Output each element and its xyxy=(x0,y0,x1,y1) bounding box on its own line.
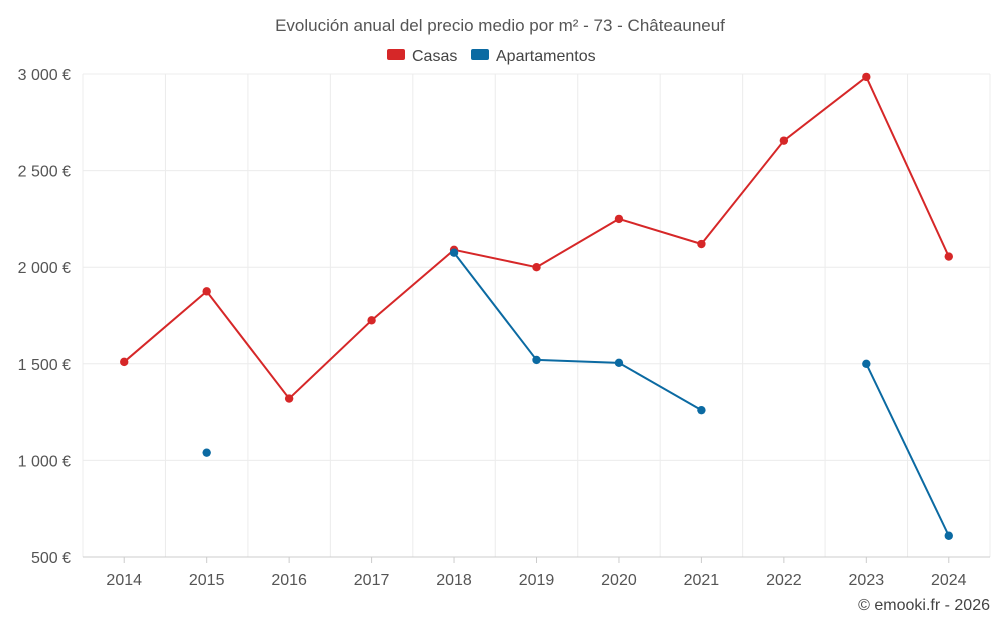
data-point-apartamentos[interactable] xyxy=(202,448,211,457)
data-point-apartamentos[interactable] xyxy=(614,358,624,368)
x-tick-label: 2024 xyxy=(931,572,967,589)
series-casas xyxy=(120,72,953,403)
y-tick-label: 2 500 € xyxy=(18,164,71,181)
data-point-casas[interactable] xyxy=(284,394,294,403)
data-point-casas[interactable] xyxy=(944,252,953,261)
x-tick-label: 2015 xyxy=(189,572,225,589)
x-tick-label: 2014 xyxy=(106,572,142,589)
axes: 500 € 1 000 € 1 500 € 2 000 € 2 500 € 3 000 €… xyxy=(18,67,990,589)
data-point-casas[interactable] xyxy=(862,72,871,82)
y-tick-label: 1 500 € xyxy=(18,357,71,374)
data-point-apartamentos[interactable] xyxy=(862,359,871,368)
legend-label-apartamentos: Apartamentos xyxy=(496,48,596,65)
legend-item-casas[interactable]: Casas xyxy=(387,48,457,65)
x-tick-label: 2018 xyxy=(436,572,472,589)
data-point-casas[interactable] xyxy=(697,239,706,249)
x-tick-label: 2019 xyxy=(519,572,555,589)
series-line-apartamentos xyxy=(453,251,703,412)
grid xyxy=(82,73,991,558)
y-tick-label: 500 € xyxy=(31,550,71,567)
x-tick-label: 2023 xyxy=(849,572,885,589)
chart-title: Evolución anual del precio medio por m² … xyxy=(275,16,725,35)
data-point-casas[interactable] xyxy=(120,357,129,367)
data-point-apartamentos[interactable] xyxy=(449,248,459,257)
credit-text: © emooki.fr - 2026 xyxy=(858,597,990,614)
data-point-apartamentos[interactable] xyxy=(532,355,541,365)
y-tick-label: 3 000 € xyxy=(18,67,71,84)
data-point-apartamentos[interactable] xyxy=(697,405,706,415)
data-point-casas[interactable] xyxy=(779,136,789,145)
y-tick-label: 1 000 € xyxy=(18,453,71,470)
data-point-casas[interactable] xyxy=(614,214,624,224)
data-point-apartamentos[interactable] xyxy=(944,531,953,540)
x-tick-label: 2020 xyxy=(601,572,637,589)
data-point-casas[interactable] xyxy=(367,316,376,325)
x-tick-label: 2021 xyxy=(684,572,720,589)
y-tick-label: 2 000 € xyxy=(18,260,71,277)
data-point-casas[interactable] xyxy=(202,287,211,296)
series-apartamentos xyxy=(202,248,953,540)
x-tick-label: 2022 xyxy=(766,572,802,589)
legend: Casas Apartamentos xyxy=(387,48,596,65)
legend-swatch-casas xyxy=(387,49,405,60)
series xyxy=(120,72,953,540)
legend-swatch-apartamentos xyxy=(471,49,489,60)
legend-item-apartamentos[interactable]: Apartamentos xyxy=(471,48,596,65)
series-line-apartamentos xyxy=(865,362,950,537)
x-tick-label: 2017 xyxy=(354,572,390,589)
legend-label-casas: Casas xyxy=(412,48,457,65)
data-point-casas[interactable] xyxy=(532,263,541,272)
x-tick-label: 2016 xyxy=(271,572,307,589)
